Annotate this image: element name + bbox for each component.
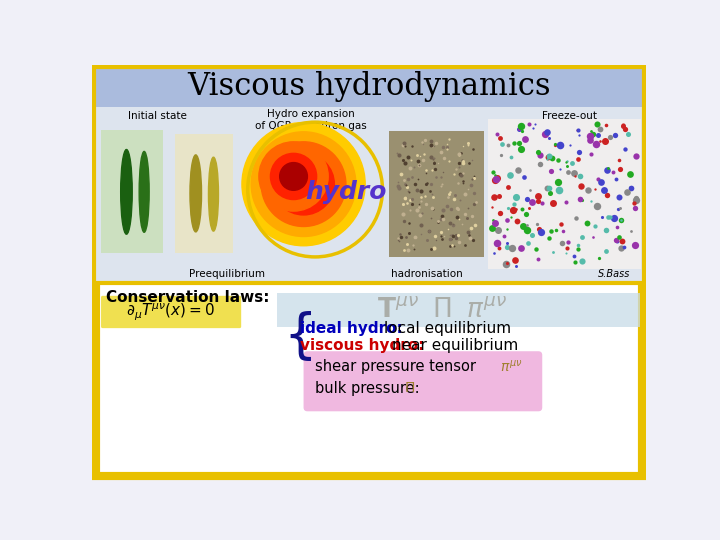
Circle shape [261, 142, 346, 226]
Text: $\mathbf{T}^{\mu\nu}\;\;\Pi\;\;\pi^{\mu\nu}$: $\mathbf{T}^{\mu\nu}\;\;\Pi\;\;\pi^{\mu\… [377, 296, 507, 323]
Text: $\{$: $\{$ [283, 309, 312, 363]
Circle shape [259, 142, 328, 211]
Ellipse shape [190, 155, 202, 232]
Text: Viscous hydrodynamics: Viscous hydrodynamics [187, 71, 551, 102]
Text: Initial state: Initial state [128, 111, 186, 121]
Text: Hydro expansion
of QGP or hadron gas: Hydro expansion of QGP or hadron gas [256, 109, 367, 131]
FancyBboxPatch shape [92, 65, 647, 107]
Text: Conservation laws:: Conservation laws: [106, 289, 269, 305]
FancyBboxPatch shape [389, 131, 484, 256]
Ellipse shape [121, 150, 132, 234]
Text: $\pi^{\mu\nu}$: $\pi^{\mu\nu}$ [500, 359, 522, 375]
FancyBboxPatch shape [276, 294, 640, 327]
Circle shape [251, 132, 356, 237]
Circle shape [279, 163, 307, 190]
Circle shape [284, 165, 323, 204]
Ellipse shape [209, 157, 218, 231]
FancyBboxPatch shape [488, 119, 641, 269]
FancyBboxPatch shape [101, 130, 163, 253]
Text: Preequilibrium: Preequilibrium [189, 269, 264, 279]
Text: viscous hydro:: viscous hydro: [300, 338, 424, 353]
FancyBboxPatch shape [101, 296, 241, 328]
Text: hydro: hydro [305, 180, 387, 204]
Circle shape [242, 123, 365, 246]
Text: bulk pressure:: bulk pressure: [315, 381, 420, 396]
Ellipse shape [139, 151, 149, 232]
FancyBboxPatch shape [92, 107, 647, 284]
FancyBboxPatch shape [304, 351, 542, 411]
Text: $\partial_{\mu}T^{\mu\nu}(x)=0$: $\partial_{\mu}T^{\mu\nu}(x)=0$ [127, 301, 216, 322]
FancyBboxPatch shape [175, 134, 233, 253]
Text: ideal hydro:: ideal hydro: [300, 321, 402, 336]
Circle shape [271, 153, 317, 200]
Text: local equilibrium: local equilibrium [384, 321, 511, 336]
FancyBboxPatch shape [98, 284, 640, 475]
Text: Freeze-out: Freeze-out [541, 111, 597, 121]
Text: hadronisation: hadronisation [391, 269, 463, 279]
Text: shear pressure tensor: shear pressure tensor [315, 359, 476, 374]
Text: near equilibrium: near equilibrium [392, 338, 518, 353]
Text: S.Bass: S.Bass [598, 269, 631, 279]
Text: $\Pi$: $\Pi$ [404, 381, 415, 395]
Circle shape [273, 153, 334, 215]
